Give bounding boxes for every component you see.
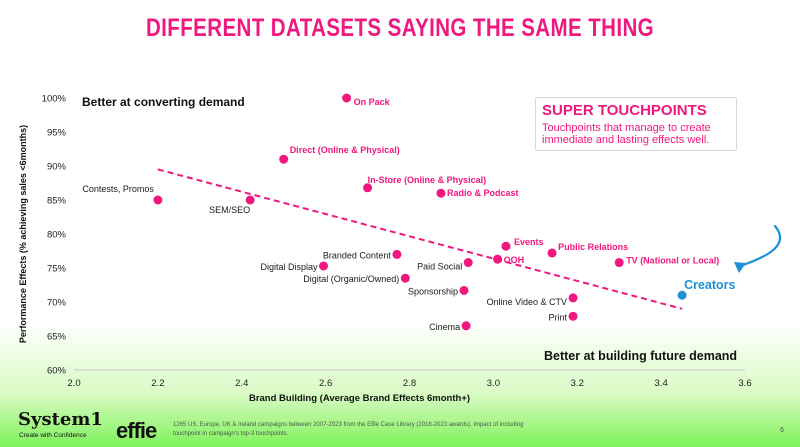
- data-point: [245, 195, 255, 205]
- x-tick-label: 3.4: [655, 378, 668, 389]
- footnote: 1265 US, Europe, UK & Ireland campaigns …: [173, 422, 524, 437]
- y-tick-label: 85%: [47, 196, 67, 207]
- data-point: [677, 290, 687, 300]
- data-points: On Pack Direct (Online & Physical) In-Stor…: [82, 93, 736, 332]
- point-label: Digital Display: [260, 262, 318, 272]
- point-label: Events: [514, 237, 544, 247]
- system1-logo: System1: [18, 409, 103, 430]
- page-title: DIFFERENT DATASETS SAYING THE SAME THING: [145, 14, 655, 42]
- y-tick-label: 90%: [47, 162, 67, 173]
- callout-heading: SUPER TOUCHPOINTS: [542, 102, 707, 119]
- chart-axes: 2.0 2.2 2.4 2.6 2.8 3.0 3.2 3.4 3.6 60% 65% 70% 75% 8…: [18, 94, 752, 405]
- x-axis-label: Brand Building (Average Brand Effects 6m…: [249, 393, 470, 404]
- point-label: Direct (Online & Physical): [290, 145, 400, 155]
- data-point: [436, 188, 446, 198]
- y-tick-label: 70%: [47, 298, 67, 309]
- data-point: [568, 311, 578, 321]
- point-label: Print: [549, 312, 568, 322]
- point-label: TV (National or Local): [626, 256, 719, 266]
- point-label: SEM/SEO: [209, 205, 250, 215]
- trendline: [157, 168, 683, 310]
- point-label: Online Video & CTV: [487, 297, 567, 307]
- data-point: [459, 285, 469, 295]
- data-point: [547, 248, 557, 258]
- point-label: Digital (Organic/Owned): [303, 274, 399, 284]
- x-tick-label: 3.6: [738, 378, 751, 389]
- point-label: Branded Content: [323, 250, 392, 260]
- data-point: [463, 258, 473, 268]
- data-point: [493, 254, 503, 264]
- data-point: [400, 273, 410, 283]
- building-demand-label: Better at building future demand: [544, 349, 738, 363]
- point-label: Paid Social: [417, 262, 462, 272]
- page-number: 6: [780, 427, 784, 434]
- point-label: Public Relations: [558, 242, 628, 252]
- y-tick-label: 65%: [47, 332, 67, 343]
- data-point: [342, 93, 352, 103]
- y-tick-label: 95%: [47, 128, 67, 139]
- x-tick-label: 2.4: [235, 378, 248, 389]
- data-point: [501, 241, 511, 251]
- point-label: On Pack: [354, 97, 391, 107]
- effie-logo: effie: [116, 418, 157, 443]
- data-point: [392, 249, 402, 259]
- data-point: [319, 261, 329, 271]
- data-point: [614, 258, 624, 268]
- x-tick-label: 3.2: [571, 378, 584, 389]
- converting-demand-label: Better at converting demand: [82, 95, 245, 109]
- y-tick-label: 75%: [47, 264, 67, 275]
- trendline-group: [157, 168, 683, 310]
- point-label: Contests, Promos: [82, 184, 154, 194]
- y-tick-label: 80%: [47, 230, 67, 241]
- x-tick-label: 2.0: [67, 378, 80, 389]
- data-point: [461, 321, 471, 331]
- y-tick-label: 60%: [47, 366, 67, 377]
- x-tick-label: 2.6: [319, 378, 332, 389]
- point-label: Sponsorship: [408, 286, 458, 296]
- callout-body: Touchpoints that manage to create immedi…: [542, 122, 711, 146]
- x-tick-label: 2.8: [403, 378, 416, 389]
- data-point: [363, 183, 373, 193]
- point-label: Cinema: [429, 322, 460, 332]
- y-tick-label: 100%: [42, 94, 67, 105]
- super-touchpoints-callout: SUPER TOUCHPOINTS Touchpoints that manag…: [535, 97, 737, 151]
- x-tick-label: 2.2: [151, 378, 164, 389]
- point-label: In-Store (Online & Physical): [368, 175, 487, 185]
- creators-arrow-icon: [734, 224, 782, 273]
- x-tick-label: 3.0: [487, 378, 500, 389]
- y-axis-label: Performance Effects (% achieving sales <…: [18, 125, 28, 343]
- data-point: [279, 154, 289, 164]
- data-point: [568, 293, 578, 303]
- point-label: Creators: [684, 278, 735, 292]
- point-label: Radio & Podcast: [447, 188, 519, 198]
- data-point: [153, 195, 163, 205]
- point-label: OOH: [504, 255, 525, 265]
- system1-tagline: Create with Confidence: [19, 432, 87, 439]
